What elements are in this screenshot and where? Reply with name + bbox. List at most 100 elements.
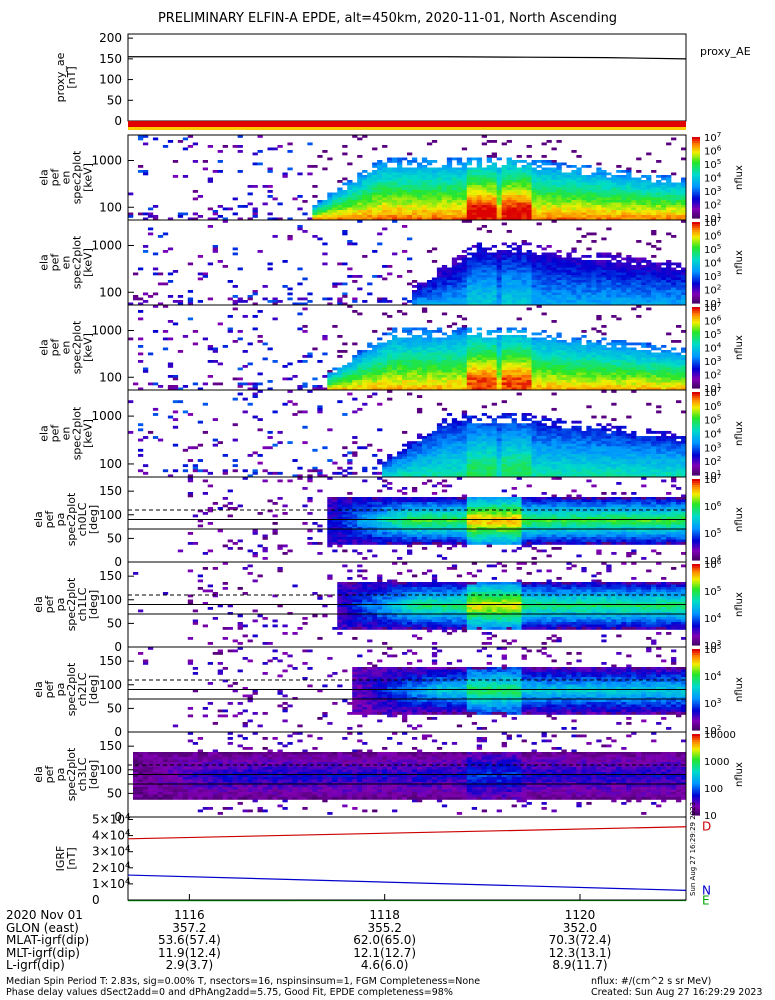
- igrf-ytick-1: 4×104: [92, 829, 130, 843]
- ylabel-5-2: pa: [54, 513, 67, 527]
- ylabel-0-0: proxy_ae: [54, 52, 67, 102]
- spec-ytick-3-0: 1000: [91, 324, 122, 338]
- colorbar-label-4: nflux: [734, 421, 745, 446]
- x-row-label-0: 2020 Nov 01: [6, 908, 83, 922]
- ylabel-1-0: ela: [38, 169, 51, 186]
- colorbar-1: [692, 137, 700, 219]
- ylabel-5-4: ch0LC: [76, 502, 89, 536]
- x-row-2-value-2: 70.3(72.4): [548, 933, 612, 947]
- spec-ytick-2-1: 100: [99, 285, 122, 299]
- heatmap-6: [132, 562, 687, 645]
- igrf-legend-E: E: [702, 893, 710, 907]
- colorbar-tick-6-2: 104: [704, 611, 722, 625]
- heatmap-1: [128, 135, 687, 221]
- ylabel-2-3: spec2plot: [71, 235, 84, 289]
- colorbar-tick-4-2: 105: [704, 413, 721, 427]
- spec-ytick-1-1: 100: [99, 200, 122, 214]
- colorbar-tick-3-0: 107: [704, 300, 721, 314]
- x-row-0-value-0: 1116: [174, 908, 205, 922]
- pa-ytick-8-1: 100: [99, 763, 122, 777]
- x-row-1-value-2: 352.0: [562, 920, 598, 935]
- ylabel-8-4: ch3LC: [76, 757, 89, 791]
- colorbar-tick-5-3: 104: [704, 553, 722, 567]
- colorbar-label-6: nflux: [734, 592, 745, 617]
- ylabel-7-0: ela: [32, 681, 45, 698]
- ylabel-2-1: pef: [49, 253, 62, 272]
- ylabel-3-1: pef: [49, 338, 62, 357]
- ylabel-3-0: ela: [38, 339, 51, 356]
- colorbar-tick-4-1: 106: [704, 399, 722, 413]
- colorbar-tick-3-6: 101: [704, 381, 721, 395]
- pa-ytick-7-2: 50: [107, 701, 122, 715]
- status-bar-red: [128, 121, 686, 127]
- colorbar-tick-2-3: 104: [704, 256, 722, 270]
- igrf-ytick-0: 5×104: [92, 812, 130, 826]
- colorbar-2: [692, 222, 700, 304]
- pa-ytick-8-3: 0: [114, 810, 122, 824]
- x-row-1-value-1: 355.2: [367, 920, 402, 935]
- pa-ytick-5-1: 100: [99, 508, 122, 522]
- ylabel-6-1: pef: [43, 595, 56, 614]
- colorbar-tick-3-5: 102: [704, 368, 721, 382]
- ylabel-2-2: en: [60, 256, 73, 270]
- pa-ytick-5-2: 50: [107, 531, 122, 545]
- x-row-4-value-2: 8.9(11.7): [552, 958, 608, 972]
- proxy-ae-line: [128, 56, 687, 60]
- chart-title: PRELIMINARY ELFIN-A EPDE, alt=450km, 202…: [157, 11, 618, 26]
- ae-ytick-1: 150: [99, 52, 122, 66]
- colorbar-label-1: nflux: [734, 165, 745, 190]
- ylabel-7-1: pef: [43, 680, 56, 699]
- ae-ytick-2: 100: [99, 73, 122, 87]
- panel-frame-0: [127, 33, 687, 122]
- footer-line-2: Phase delay values dSect2add=0 and dPhAn…: [6, 987, 453, 998]
- ylabel-1-3: spec2plot: [71, 150, 84, 204]
- igrf-ytick-4: 1×104: [92, 877, 130, 891]
- ylabel-1-4: [keV]: [82, 163, 95, 192]
- x-row-4-value-1: 4.6(6.0): [360, 958, 409, 972]
- colorbar-4: [692, 392, 700, 476]
- spec-ytick-4-1: 100: [99, 457, 122, 471]
- colorbar-tick-5-0: 107: [704, 472, 721, 486]
- pa-ytick-5-3: 0: [114, 555, 122, 569]
- ylabel-4-1: pef: [49, 424, 62, 443]
- colorbar-tick-2-1: 106: [704, 229, 722, 243]
- ylabel-8-2: pa: [54, 768, 67, 782]
- ylabel-4-3: spec2plot: [71, 406, 84, 460]
- colorbar-tick-6-1: 105: [704, 584, 721, 598]
- colorbar-tick-2-2: 105: [704, 242, 721, 256]
- x-row-label-2: MLAT-igrf(dip): [6, 933, 90, 947]
- colorbar-tick-7-2: 103: [704, 696, 721, 710]
- ylabel-4-0: ela: [38, 425, 51, 442]
- colorbar-tick-8-0: 10000: [704, 730, 736, 741]
- colorbar-3: [692, 307, 700, 389]
- ylabel-5-5: [deg]: [87, 505, 100, 534]
- heatmap-2: [128, 220, 687, 306]
- colorbar-tick-4-4: 103: [704, 440, 721, 454]
- heatmap-7: [137, 647, 687, 730]
- ylabel-6-5: [deg]: [87, 590, 100, 619]
- colorbar-tick-7-0: 105: [704, 642, 721, 656]
- ylabel-5-0: ela: [32, 511, 45, 528]
- igrf-legend-D: D: [702, 820, 711, 834]
- x-row-3-value-0: 11.9(12.4): [157, 945, 221, 960]
- side-timestamp: Sun Aug 27 16:29:29 2023: [689, 801, 697, 896]
- footer-units: nflux: #/(cm^2 s sr MeV): [591, 976, 712, 987]
- colorbar-tick-2-0: 107: [704, 215, 721, 229]
- x-row-4-value-0: 2.9(3.7): [165, 958, 214, 972]
- spec-ytick-3-1: 100: [99, 370, 122, 384]
- colorbar-tick-1-6: 101: [704, 211, 721, 225]
- colorbar-tick-3-1: 106: [704, 314, 722, 328]
- colorbar-tick-8-1: 1000: [704, 757, 729, 768]
- heatmap-8: [132, 732, 687, 815]
- pa-ytick-8-0: 150: [99, 739, 122, 753]
- igrf-line-N: [127, 874, 687, 891]
- pa-ytick-6-0: 150: [99, 569, 122, 583]
- colorbar-tick-1-5: 102: [704, 198, 721, 212]
- colorbar-tick-4-5: 102: [704, 454, 721, 468]
- pa-ytick-6-3: 0: [114, 640, 122, 654]
- ylabel-3-2: en: [60, 341, 73, 355]
- x-row-3-value-2: 12.3(13.1): [548, 945, 612, 960]
- pa-ytick-8-2: 50: [107, 786, 122, 800]
- colorbar-tick-1-2: 105: [704, 157, 721, 171]
